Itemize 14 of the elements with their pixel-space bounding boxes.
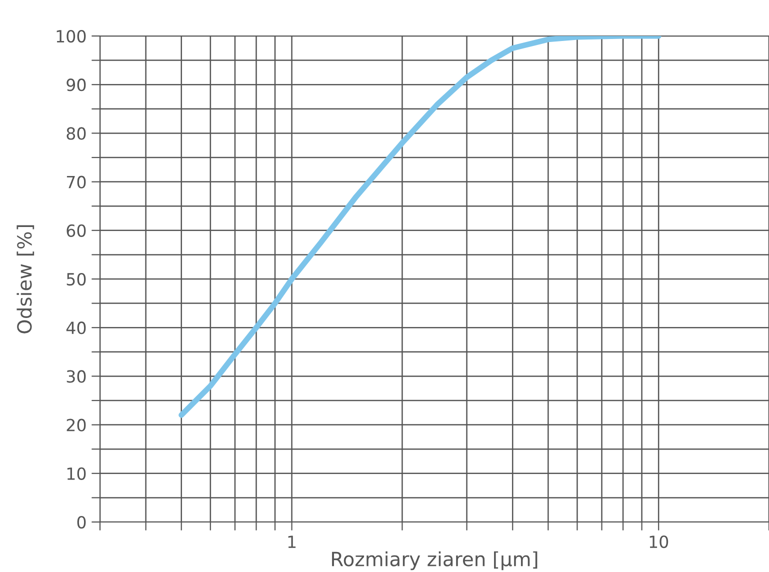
y-tick-label: 70	[66, 176, 86, 188]
y-tick-label: 40	[66, 322, 86, 334]
y-tick-label: 50	[66, 272, 86, 286]
y-tick-label: 60	[66, 224, 86, 237]
x-tick-label: 1	[288, 536, 296, 548]
y-tick-label: 100	[56, 30, 86, 43]
y-tick-label: 20	[66, 418, 86, 432]
y-tick-label: 0	[77, 516, 86, 529]
y-tick-label: 90	[66, 78, 86, 92]
x-axis-title: Rozmiary ziaren [µm]	[332, 551, 538, 570]
y-tick-label: 80	[66, 127, 86, 140]
y-tick-label: 30	[66, 370, 86, 383]
y-tick-label: 10	[67, 467, 86, 480]
y-axis-title: Odsiew [%]	[16, 225, 34, 334]
